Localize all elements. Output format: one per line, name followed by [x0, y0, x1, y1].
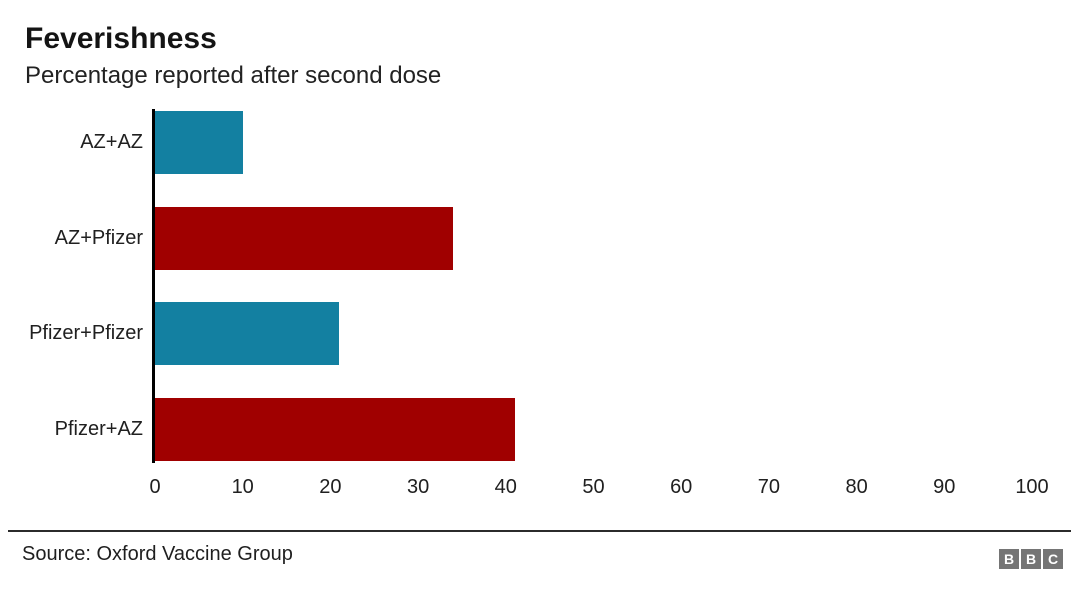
source-text: Source: Oxford Vaccine Group — [22, 543, 293, 565]
bar-az-az — [155, 111, 243, 174]
category-label-pfizer-pfizer: Pfizer+Pfizer — [29, 322, 143, 344]
y-axis-line — [152, 109, 155, 463]
x-tick-label-80: 80 — [845, 476, 868, 498]
bar-pfizer-az — [155, 398, 515, 461]
x-tick-label-20: 20 — [319, 476, 342, 498]
category-label-az-pfizer: AZ+Pfizer — [54, 227, 143, 249]
category-label-pfizer-az: Pfizer+AZ — [54, 418, 143, 440]
x-tick-label-90: 90 — [933, 476, 956, 498]
x-tick-label-0: 0 — [149, 476, 161, 498]
bar-pfizer-pfizer — [155, 302, 339, 365]
bbc-logo-block-0: B — [999, 549, 1019, 569]
x-tick-label-40: 40 — [494, 476, 517, 498]
x-tick-label-60: 60 — [670, 476, 693, 498]
chart-title: Feverishness — [25, 22, 217, 55]
plot-area: AZ+AZ AZ+Pfizer Pfizer+Pfizer Pfizer+AZ 0 10 2… — [29, 109, 1049, 498]
x-tick-label-10: 10 — [231, 476, 254, 498]
footer-divider — [8, 530, 1071, 532]
x-tick-label-70: 70 — [757, 476, 781, 498]
x-tick-label-30: 30 — [406, 476, 430, 498]
x-tick-label-50: 50 — [582, 476, 605, 498]
chart-subtitle: Percentage reported after second dose — [25, 62, 442, 89]
bbc-logo-block-2: C — [1043, 549, 1063, 569]
category-label-az-az: AZ+AZ — [80, 131, 143, 153]
x-tick-label-100: 100 — [1015, 476, 1049, 498]
bar-az-pfizer — [155, 207, 453, 270]
bbc-logo-block-1: B — [1021, 549, 1041, 569]
